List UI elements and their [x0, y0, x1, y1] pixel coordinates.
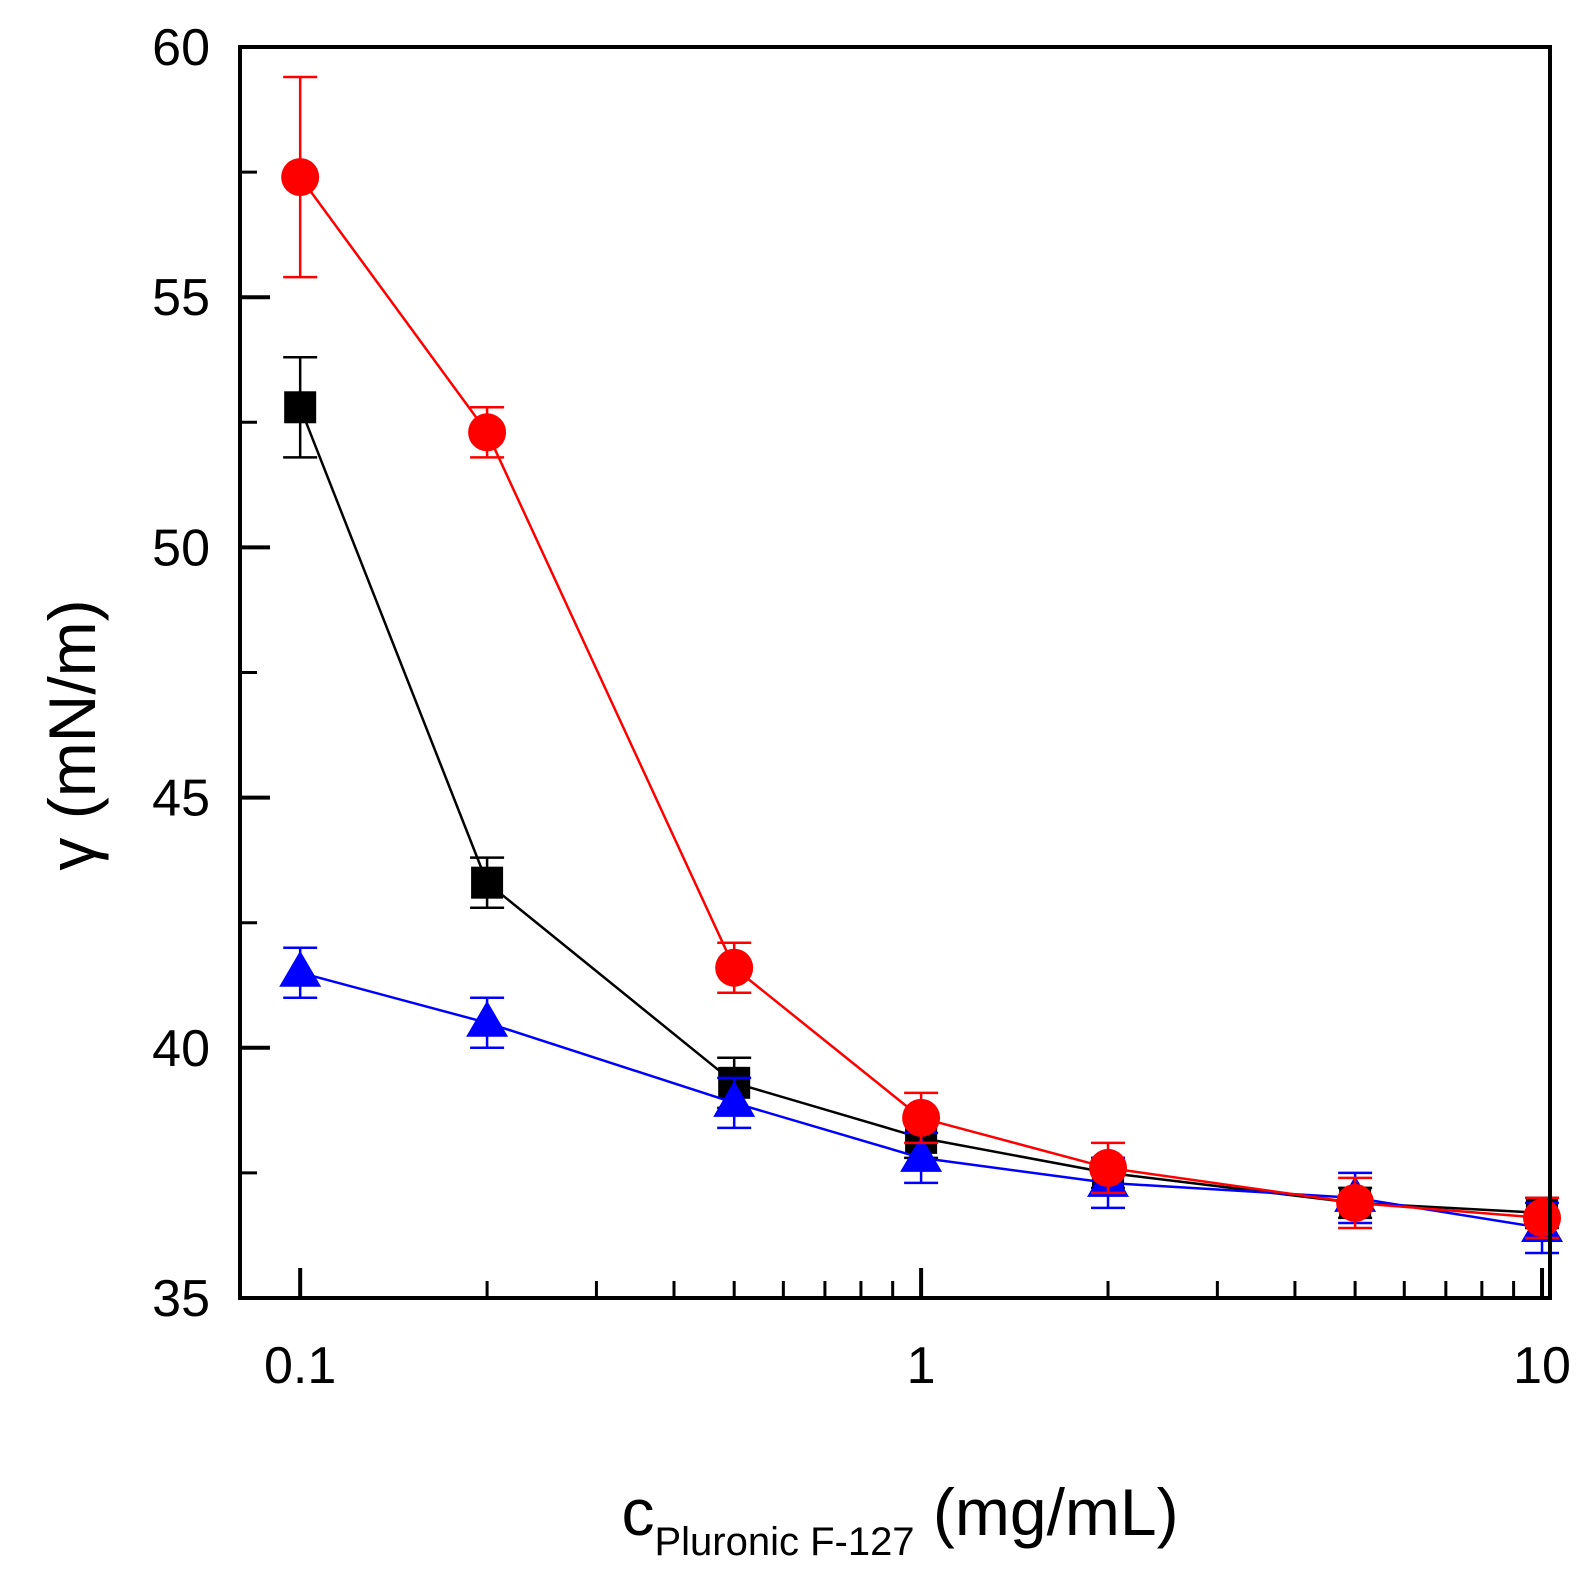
marker-circle	[281, 158, 320, 197]
x-axis-title: cPluronic F-127 (mg/mL)	[621, 1475, 1178, 1564]
marker-circle	[715, 948, 754, 987]
x-axis-title-main: c	[621, 1475, 654, 1549]
y-tick-label: 55	[152, 269, 210, 327]
marker-circle	[468, 413, 507, 452]
marker-circle	[1523, 1198, 1562, 1237]
series-line-circle	[299, 176, 1543, 1220]
marker-circle	[1336, 1183, 1375, 1222]
marker-triangle	[279, 950, 322, 987]
marker-circle	[902, 1098, 941, 1137]
y-tick-label: 60	[152, 19, 210, 77]
y-tick-label: 50	[152, 519, 210, 577]
y-tick-label: 45	[152, 770, 210, 828]
marker-triangle	[466, 1000, 509, 1037]
series-layer	[279, 75, 1564, 1255]
x-axis-title-sub: Pluronic F-127	[654, 1520, 914, 1564]
tick-labels: 0.1 1 10 35 40 45 50 55 60	[152, 19, 1571, 1395]
minor-ticks	[240, 170, 1516, 1298]
marker-triangle	[900, 1135, 943, 1172]
major-ticks	[240, 45, 1545, 1300]
y-axis-title: γ (mN/m)	[35, 599, 109, 870]
x-tick-label: 10	[1513, 1337, 1571, 1395]
x-tick-label: 0.1	[264, 1337, 336, 1395]
plot-frame	[238, 45, 1552, 1300]
y-tick-label: 35	[152, 1270, 210, 1328]
y-tick-label: 40	[152, 1020, 210, 1078]
x-tick-label: 1	[907, 1337, 936, 1395]
marker-triangle	[713, 1080, 756, 1117]
marker-square	[471, 866, 504, 899]
marker-circle	[1089, 1148, 1128, 1187]
x-axis-title-unit: (mg/mL)	[915, 1475, 1179, 1549]
series-circle	[281, 75, 1562, 1240]
marker-square	[284, 391, 317, 424]
